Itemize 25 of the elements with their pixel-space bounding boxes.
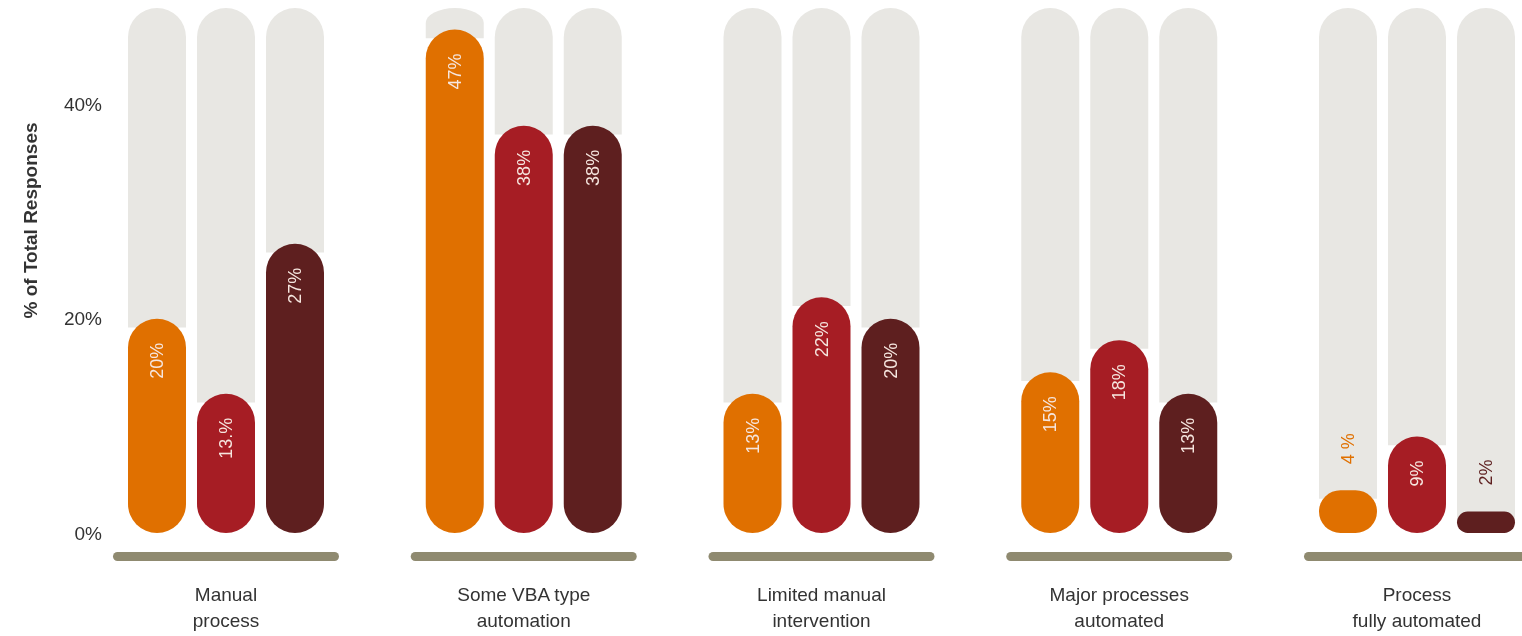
y-axis-title: % of Total Responses (19, 122, 41, 319)
data-label: 27% (285, 267, 305, 304)
data-label: 22% (811, 321, 832, 358)
x-tick-label: Major processes automated (1049, 583, 1189, 631)
bar (1457, 511, 1515, 533)
data-label: 38% (513, 149, 534, 186)
data-label: 13% (742, 417, 763, 454)
x-tick-label: Manual process (192, 583, 260, 631)
y-tick-label: 20% (63, 308, 103, 330)
data-label: 13.% (216, 417, 236, 459)
data-label: 15% (1040, 396, 1061, 433)
data-label: 38% (582, 149, 603, 186)
x-tick-label: Limited manual intervention (757, 583, 886, 631)
data-label: 4 % (1338, 433, 1358, 465)
data-label: 13% (1178, 417, 1199, 454)
data-label: 20% (880, 342, 901, 379)
data-label: 18% (1109, 364, 1130, 401)
x-tick-label: Process fully automated (1352, 583, 1482, 631)
data-label: 47% (444, 53, 465, 90)
y-tick-label: 40% (63, 93, 103, 115)
x-tick-label: Some VBA type automation (457, 583, 591, 631)
data-label: 2% (1476, 459, 1496, 486)
data-label: 20% (147, 342, 167, 379)
data-label: 9% (1407, 460, 1427, 487)
y-tick-label: 0% (74, 522, 103, 544)
